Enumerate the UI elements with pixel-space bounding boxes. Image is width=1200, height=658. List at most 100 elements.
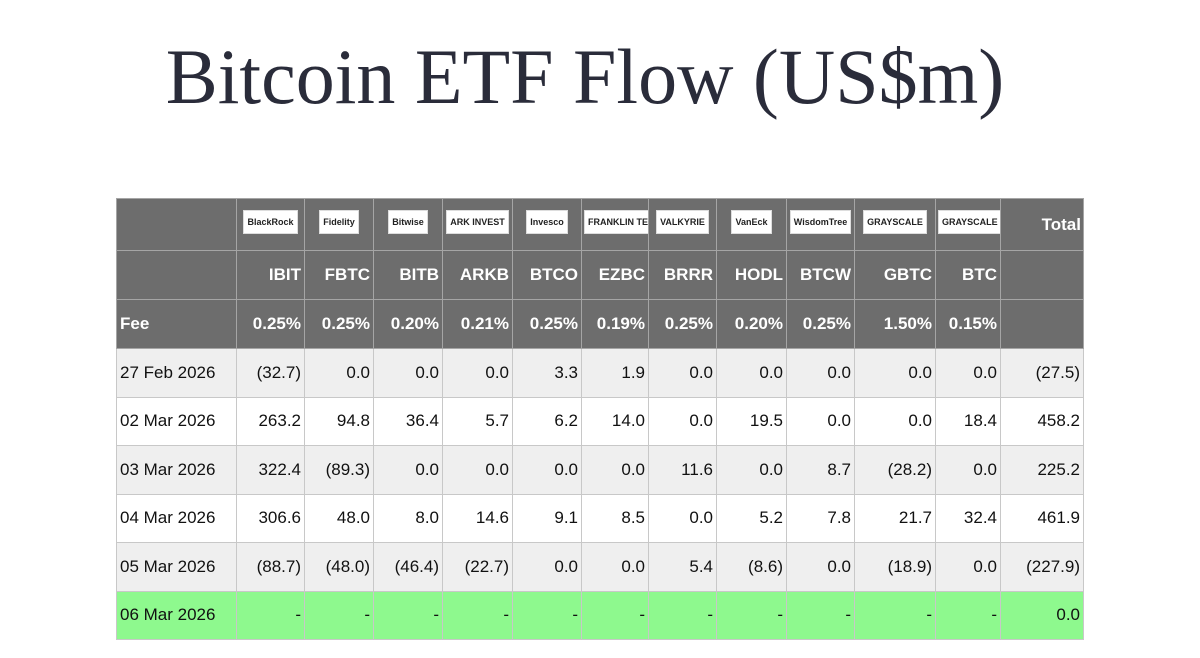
flow-cell: 21.7 — [854, 493, 936, 543]
date-cell: 02 Mar 2026 — [116, 396, 237, 446]
issuer-logo: VALKYRIE — [656, 210, 709, 234]
issuer-logo: VanEck — [731, 210, 772, 234]
flow-cell: (28.2) — [854, 445, 936, 495]
date-cell: 05 Mar 2026 — [116, 542, 237, 592]
flow-cell: 458.2 — [1000, 396, 1084, 446]
ticker: FBTC — [304, 250, 374, 300]
logo-cell: Fidelity — [304, 198, 374, 251]
fee: 0.20% — [716, 299, 787, 349]
logo-cell: FRANKLIN TEMPLETON — [581, 198, 649, 251]
corner-cell — [116, 198, 237, 251]
flow-cell: 11.6 — [648, 445, 717, 495]
fee: 0.21% — [442, 299, 513, 349]
issuer-logo: GRAYSCALE — [863, 210, 927, 234]
flow-cell: 0.0 — [854, 396, 936, 446]
flow-cell: 0.0 — [935, 445, 1001, 495]
flow-cell: - — [581, 590, 649, 640]
logo-cell: Invesco — [512, 198, 582, 251]
flow-cell: 8.5 — [581, 493, 649, 543]
flow-cell: 263.2 — [236, 396, 305, 446]
issuer-logo: Invesco — [526, 210, 568, 234]
flow-cell: - — [854, 590, 936, 640]
flow-cell: 0.0 — [442, 445, 513, 495]
flow-cell: (22.7) — [442, 542, 513, 592]
flow-cell: 0.0 — [373, 348, 443, 398]
fee: 0.25% — [236, 299, 305, 349]
logo-cell: GRAYSCALE — [935, 198, 1001, 251]
flow-cell: (48.0) — [304, 542, 374, 592]
flow-cell: 0.0 — [512, 445, 582, 495]
flow-cell: - — [373, 590, 443, 640]
ticker: BITB — [373, 250, 443, 300]
empty-cell — [1000, 250, 1084, 300]
flow-cell: 1.9 — [581, 348, 649, 398]
flow-row: 03 Mar 2026 322.4 (89.3) 0.0 0.0 0.0 0.0 11.6 0.… — [116, 445, 1084, 495]
flow-cell: 5.2 — [716, 493, 787, 543]
date-cell: 27 Feb 2026 — [116, 348, 237, 398]
ticker: ARKB — [442, 250, 513, 300]
ticker: HODL — [716, 250, 787, 300]
flow-cell: 14.0 — [581, 396, 649, 446]
flow-cell: 0.0 — [581, 542, 649, 592]
logo-row: BlackRock Fidelity Bitwise ARK INVEST Invesc… — [116, 198, 1084, 251]
fee: 0.19% — [581, 299, 649, 349]
flow-cell: 6.2 — [512, 396, 582, 446]
logo-cell: WisdomTree — [786, 198, 855, 251]
flow-row: 06 Mar 2026- - - - - - - - - - -0.0 — [116, 590, 1084, 640]
flow-cell: 0.0 — [716, 445, 787, 495]
issuer-logo: Fidelity — [319, 210, 359, 234]
logo-cell: Bitwise — [373, 198, 443, 251]
flow-cell: - — [648, 590, 717, 640]
issuer-logo: WisdomTree — [789, 210, 852, 234]
ticker: BTC — [935, 250, 1001, 300]
flow-cell: 0.0 — [716, 348, 787, 398]
flow-cell: (88.7) — [236, 542, 305, 592]
flow-cell: 8.7 — [786, 445, 855, 495]
flow-cell: 0.0 — [648, 396, 717, 446]
flow-row: 27 Feb 2026 (32.7) 0.0 0.0 0.0 3.3 1.9 0.0 0.0 0.… — [116, 348, 1084, 398]
flow-cell: 0.0 — [648, 493, 717, 543]
flow-cell: 19.5 — [716, 396, 787, 446]
flow-cell: (32.7) — [236, 348, 305, 398]
flow-cell: 0.0 — [786, 396, 855, 446]
flow-cell: 0.0 — [581, 445, 649, 495]
empty-cell — [1000, 299, 1084, 349]
logo-cell: VALKYRIE — [648, 198, 717, 251]
flow-cell: 32.4 — [935, 493, 1001, 543]
logo-cell: ARK INVEST — [442, 198, 513, 251]
flow-cell: - — [236, 590, 305, 640]
flow-cell: (89.3) — [304, 445, 374, 495]
flow-cell: 5.7 — [442, 396, 513, 446]
flow-cell: 7.8 — [786, 493, 855, 543]
flow-cell: 0.0 — [648, 348, 717, 398]
flow-table: BlackRock Fidelity Bitwise ARK INVEST Invesc… — [116, 198, 1084, 640]
logo-cell: GRAYSCALE — [854, 198, 936, 251]
flow-cell: - — [304, 590, 374, 640]
ticker-row: IBIT FBTC BITB ARKB BTCO EZBC BRRR HODL BTCW GBTC… — [116, 250, 1084, 300]
issuer-logo: BlackRock — [243, 210, 298, 234]
flow-cell: 9.1 — [512, 493, 582, 543]
flow-cell: (227.9) — [1000, 542, 1084, 592]
flow-cell: (46.4) — [373, 542, 443, 592]
fee: 1.50% — [854, 299, 936, 349]
flow-cell: 0.0 — [304, 348, 374, 398]
flow-row: 05 Mar 2026 (88.7) (48.0) (46.4) (22.7) 0.0 0.… — [116, 542, 1084, 592]
flow-cell: 0.0 — [786, 542, 855, 592]
fee: 0.20% — [373, 299, 443, 349]
fee: 0.25% — [304, 299, 374, 349]
date-cell: 06 Mar 2026 — [116, 590, 237, 640]
ticker: IBIT — [236, 250, 305, 300]
flow-cell: 0.0 — [935, 348, 1001, 398]
flow-cell: 94.8 — [304, 396, 374, 446]
page-title: Bitcoin ETF Flow (US$m) — [165, 33, 1005, 120]
flow-cell: 322.4 — [236, 445, 305, 495]
date-cell: 04 Mar 2026 — [116, 493, 237, 543]
empty-cell — [116, 250, 237, 300]
flow-cell: 36.4 — [373, 396, 443, 446]
flow-cell: 461.9 — [1000, 493, 1084, 543]
flow-row: 02 Mar 2026 263.2 94.8 36.4 5.7 6.2 14.0 0.0 19.… — [116, 396, 1084, 446]
date-cell: 03 Mar 2026 — [116, 445, 237, 495]
flow-cell: 5.4 — [648, 542, 717, 592]
ticker: BRRR — [648, 250, 717, 300]
